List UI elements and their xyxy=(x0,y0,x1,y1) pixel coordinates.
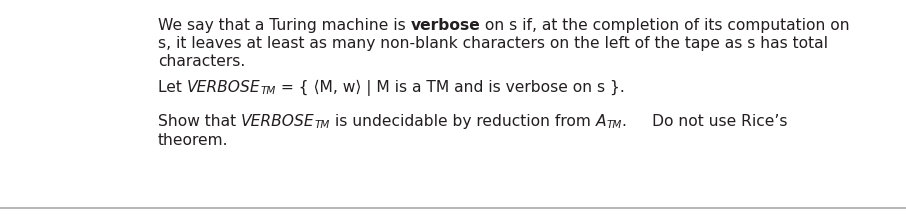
Text: on s if, at the completion of its computation on: on s if, at the completion of its comput… xyxy=(480,18,850,33)
Text: is undecidable by reduction from: is undecidable by reduction from xyxy=(330,114,596,129)
Text: TM: TM xyxy=(606,120,622,130)
Text: verbose: verbose xyxy=(410,18,480,33)
Text: Show that: Show that xyxy=(158,114,241,129)
Text: VERBOSE: VERBOSE xyxy=(187,80,260,95)
Text: theorem.: theorem. xyxy=(158,133,228,148)
Text: TM: TM xyxy=(260,86,275,96)
Text: .   Do not use Rice’s: . Do not use Rice’s xyxy=(622,114,787,129)
Text: Let: Let xyxy=(158,80,187,95)
Text: s, it leaves at least as many non-blank characters on the left of the tape as s : s, it leaves at least as many non-blank … xyxy=(158,36,828,51)
Text: TM: TM xyxy=(314,120,330,130)
Text: We say that a Turing machine is: We say that a Turing machine is xyxy=(158,18,410,33)
Text: = { ⟨M, w⟩ | M is a TM and is verbose on s }.: = { ⟨M, w⟩ | M is a TM and is verbose on… xyxy=(275,80,624,96)
Text: characters.: characters. xyxy=(158,54,246,69)
Text: A: A xyxy=(596,114,606,129)
Text: VERBOSE: VERBOSE xyxy=(241,114,314,129)
